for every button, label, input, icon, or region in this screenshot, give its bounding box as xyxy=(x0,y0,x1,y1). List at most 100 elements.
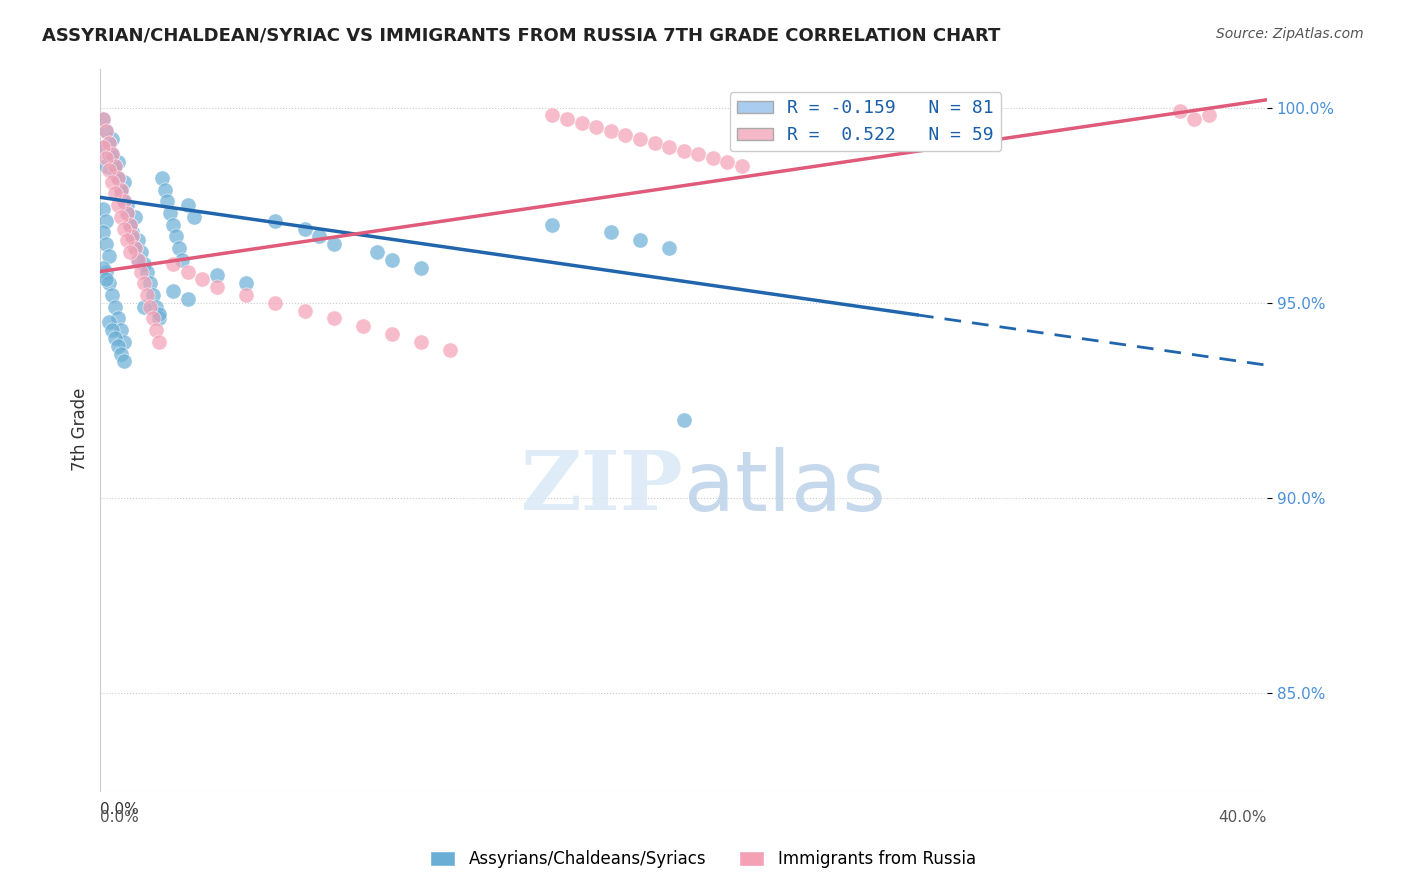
Point xyxy=(148,334,170,349)
Point xyxy=(110,182,132,196)
Point xyxy=(101,175,124,189)
Point xyxy=(132,257,155,271)
Point xyxy=(101,323,124,337)
Point xyxy=(104,159,127,173)
Point xyxy=(352,319,374,334)
Point xyxy=(264,214,287,228)
Point xyxy=(162,218,184,232)
Point xyxy=(235,288,257,302)
Point xyxy=(145,323,167,337)
Point xyxy=(110,323,132,337)
Point xyxy=(167,241,190,255)
Point xyxy=(101,147,124,161)
Point xyxy=(121,226,143,240)
Point xyxy=(191,272,214,286)
Point xyxy=(555,112,578,127)
Point xyxy=(150,170,173,185)
Point xyxy=(658,241,681,255)
Point xyxy=(644,136,666,150)
Legend: Assyrians/Chaldeans/Syriacs, Immigrants from Russia: Assyrians/Chaldeans/Syriacs, Immigrants … xyxy=(423,844,983,875)
Point xyxy=(177,292,200,306)
Point xyxy=(658,139,681,153)
Point xyxy=(98,136,121,150)
Point xyxy=(129,245,152,260)
Point xyxy=(205,268,228,283)
Point xyxy=(101,132,124,146)
Point xyxy=(148,308,170,322)
Point xyxy=(599,124,621,138)
Point xyxy=(439,343,461,357)
Point xyxy=(139,300,162,314)
Point xyxy=(110,182,132,196)
Point xyxy=(628,233,651,247)
Point xyxy=(153,182,176,196)
Point xyxy=(308,229,330,244)
Point xyxy=(121,229,143,244)
Point xyxy=(183,210,205,224)
Point xyxy=(107,311,129,326)
Point xyxy=(98,277,121,291)
Y-axis label: 7th Grade: 7th Grade xyxy=(72,388,89,471)
Point xyxy=(177,198,200,212)
Point xyxy=(702,151,724,165)
Point xyxy=(411,334,433,349)
Point xyxy=(91,226,114,240)
Point xyxy=(91,202,114,216)
Point xyxy=(98,136,121,150)
Point xyxy=(107,155,129,169)
Point xyxy=(96,214,118,228)
Point xyxy=(107,339,129,353)
Point xyxy=(91,112,114,127)
Point xyxy=(381,326,404,341)
Text: 40.0%: 40.0% xyxy=(1219,810,1267,825)
Point xyxy=(170,252,193,267)
Point xyxy=(127,252,149,267)
Point xyxy=(541,108,564,122)
Point xyxy=(96,264,118,278)
Point xyxy=(571,116,593,130)
Point xyxy=(381,252,404,267)
Text: 0.0%: 0.0% xyxy=(100,803,139,817)
Point xyxy=(294,303,316,318)
Point xyxy=(127,252,149,267)
Point xyxy=(96,151,118,165)
Point xyxy=(366,245,388,260)
Point xyxy=(688,147,710,161)
Point xyxy=(121,229,143,244)
Point xyxy=(107,170,129,185)
Point xyxy=(132,300,155,314)
Point xyxy=(91,112,114,127)
Point xyxy=(159,206,181,220)
Point xyxy=(124,241,146,255)
Point xyxy=(110,346,132,360)
Point xyxy=(177,264,200,278)
Point xyxy=(599,226,621,240)
Point xyxy=(104,167,127,181)
Point xyxy=(98,147,121,161)
Point xyxy=(1182,112,1205,127)
Point xyxy=(156,194,179,209)
Text: Source: ZipAtlas.com: Source: ZipAtlas.com xyxy=(1216,27,1364,41)
Point xyxy=(115,206,138,220)
Point xyxy=(96,237,118,252)
Point xyxy=(96,124,118,138)
Point xyxy=(162,257,184,271)
Point xyxy=(115,206,138,220)
Point xyxy=(98,315,121,329)
Point xyxy=(110,186,132,201)
Point xyxy=(1168,104,1191,119)
Point xyxy=(541,218,564,232)
Point xyxy=(96,159,118,173)
Point xyxy=(112,194,135,209)
Point xyxy=(98,163,121,178)
Point xyxy=(142,311,165,326)
Point xyxy=(112,354,135,368)
Point xyxy=(115,198,138,212)
Point xyxy=(1198,108,1220,122)
Point xyxy=(322,311,344,326)
Point xyxy=(142,288,165,302)
Point xyxy=(115,233,138,247)
Point xyxy=(148,311,170,326)
Text: ZIP: ZIP xyxy=(522,448,683,527)
Point xyxy=(132,277,155,291)
